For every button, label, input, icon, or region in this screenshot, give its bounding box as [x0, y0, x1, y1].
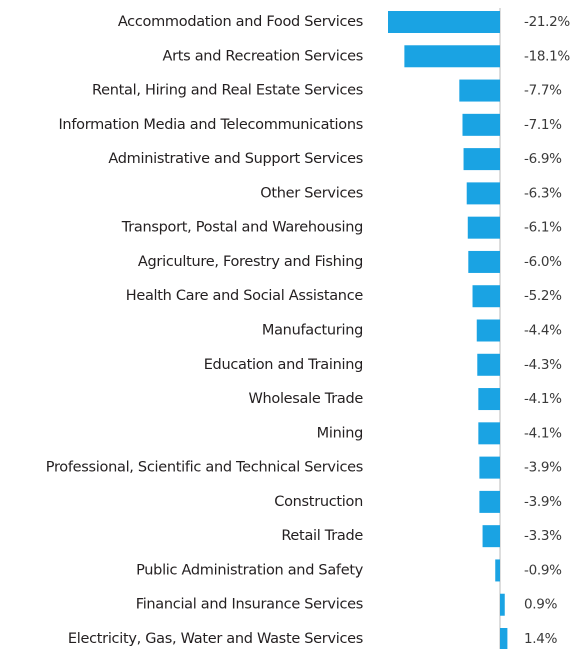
bar: [459, 79, 500, 102]
bar: [478, 388, 500, 411]
value-label: -7.1%: [524, 117, 562, 133]
bar: [500, 628, 508, 650]
category-label: Accommodation and Food Services: [118, 14, 363, 30]
value-label: -5.2%: [524, 288, 562, 304]
bar: [477, 353, 500, 376]
bar: [472, 285, 500, 308]
value-label: -7.7%: [524, 83, 562, 99]
value-label: -0.9%: [524, 562, 562, 578]
bar: [479, 490, 500, 513]
category-label: Information Media and Telecommunications: [58, 117, 363, 133]
value-label: 1.4%: [524, 631, 558, 647]
value-label: -4.3%: [524, 357, 562, 373]
value-label: -21.2%: [524, 14, 570, 30]
bar: [479, 456, 500, 479]
value-label: -4.4%: [524, 323, 562, 339]
bar: [404, 45, 500, 68]
category-label: Electricity, Gas, Water and Waste Servic…: [68, 631, 363, 647]
bar: [388, 11, 500, 33]
category-label: Other Services: [260, 185, 363, 201]
bar: [495, 559, 500, 582]
category-label: Construction: [274, 494, 363, 510]
value-label: 0.9%: [524, 597, 558, 613]
value-label: -6.0%: [524, 254, 562, 270]
value-label: -3.9%: [524, 494, 562, 510]
value-label: -3.3%: [524, 528, 562, 544]
category-label: Wholesale Trade: [248, 391, 363, 407]
value-label: -4.1%: [524, 425, 562, 441]
bar: [466, 182, 500, 205]
category-label: Education and Training: [204, 357, 363, 373]
bar: [478, 422, 500, 445]
bar: [462, 113, 500, 136]
bar: [468, 250, 500, 273]
value-label: -6.3%: [524, 185, 562, 201]
value-label: -6.1%: [524, 220, 562, 236]
value-label: -3.9%: [524, 460, 562, 476]
bar: [476, 319, 500, 342]
category-label: Public Administration and Safety: [136, 562, 364, 578]
category-label: Transport, Postal and Warehousing: [121, 220, 363, 236]
value-label: -18.1%: [524, 48, 570, 64]
category-label: Arts and Recreation Services: [162, 48, 363, 64]
category-label: Agriculture, Forestry and Fishing: [138, 254, 363, 270]
category-label: Health Care and Social Assistance: [126, 288, 364, 304]
category-label: Manufacturing: [262, 323, 363, 339]
category-label: Administrative and Support Services: [108, 151, 363, 167]
category-label: Rental, Hiring and Real Estate Services: [92, 83, 363, 99]
category-label: Retail Trade: [281, 528, 363, 544]
value-label: -6.9%: [524, 151, 562, 167]
category-label: Professional, Scientific and Technical S…: [46, 460, 363, 476]
bar: [500, 593, 505, 616]
bar: [482, 525, 500, 548]
category-label: Mining: [317, 425, 363, 441]
bar: [467, 216, 500, 239]
value-label: -4.1%: [524, 391, 562, 407]
category-label: Financial and Insurance Services: [136, 597, 363, 613]
bar: [463, 148, 500, 171]
